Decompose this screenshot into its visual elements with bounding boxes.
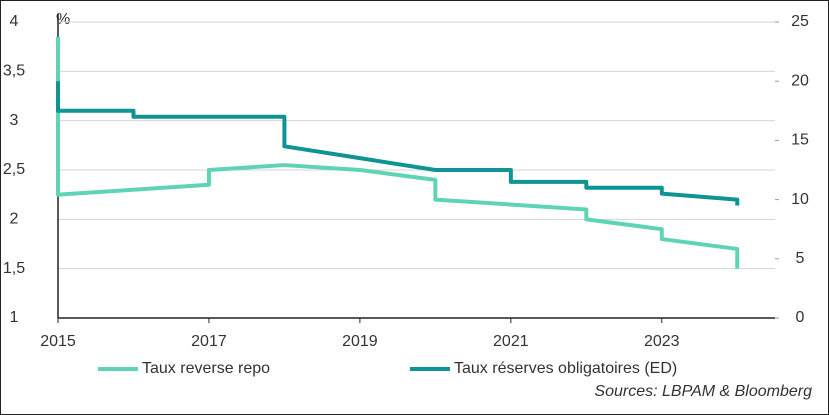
x-tick-label: 2023 [644,333,680,350]
y-tick-label: 1,5 [3,260,25,277]
y-tick-label: 1 [10,309,19,326]
x-tick-label: 2019 [342,333,378,350]
y-tick-label: 4 [10,13,19,30]
legend-label: Taux reverse repo [142,360,270,377]
y2-tick-label: 25 [791,13,809,30]
series-line [56,81,740,206]
y-tick-label: 2,5 [3,161,25,178]
y2-tick-label: 0 [796,309,805,326]
y2-tick-label: 5 [796,250,805,267]
y-tick-label: 2 [10,211,19,228]
y2-tick-label: 15 [791,132,809,149]
y-tick-label: 3 [10,112,19,129]
unit-label: % [56,11,70,28]
legend-label: Taux réserves obligatoires (ED) [454,360,677,377]
x-tick-label: 2015 [40,333,76,350]
x-tick-label: 2021 [493,333,529,350]
y2-tick-label: 20 [791,72,809,89]
x-tick-label: 2017 [191,333,227,350]
series-line [56,36,740,269]
y-tick-label: 3,5 [3,63,25,80]
source: Sources: LBPAM & Bloomberg [594,383,812,400]
y2-tick-label: 10 [791,191,809,208]
